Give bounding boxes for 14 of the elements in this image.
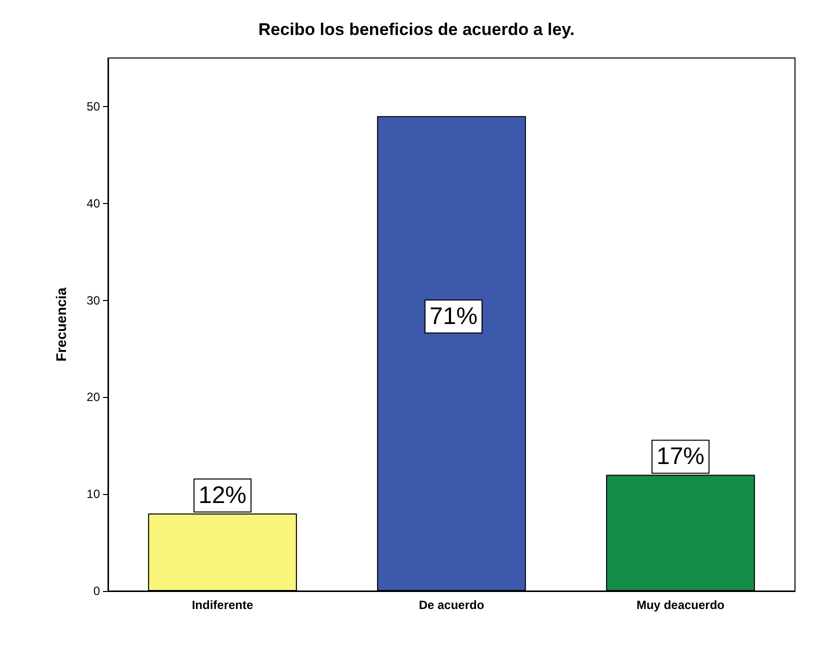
x-tick-label: De acuerdo [418, 598, 484, 612]
chart-title: Recibo los beneficios de acuerdo a ley. [258, 20, 575, 39]
annotation: 17% [656, 443, 705, 470]
y-tick-label: 50 [86, 99, 100, 114]
x-tick-label: Muy deacuerdo [636, 598, 725, 612]
annotation: 12% [198, 482, 247, 509]
y-tick-label: 10 [86, 487, 100, 502]
y-tick-label: 20 [86, 390, 100, 404]
y-tick-label: 30 [86, 293, 100, 308]
y-tick-label: 40 [86, 196, 100, 210]
x-tick-label: Indiferente [192, 598, 254, 612]
y-axis-title: Frecuencia [53, 287, 69, 362]
annotation: 71% [430, 303, 478, 330]
y-tick-label: 0 [93, 584, 100, 598]
